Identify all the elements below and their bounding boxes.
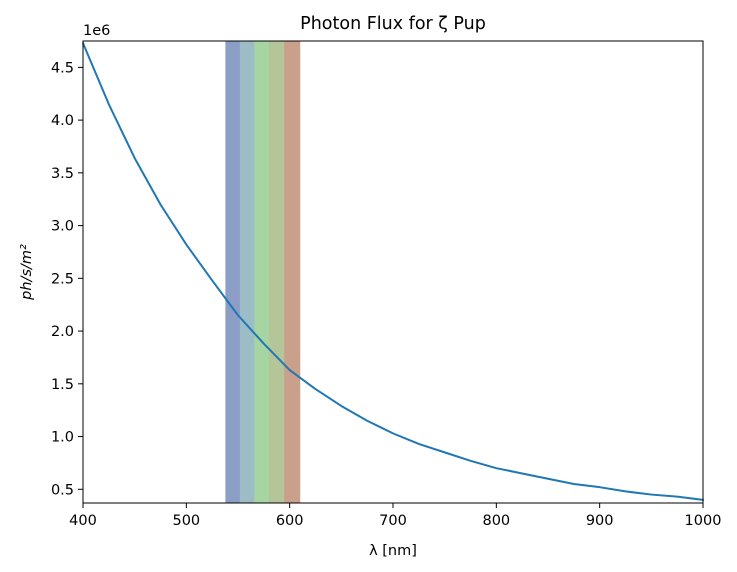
- wavelength-band-2: [239, 40, 255, 504]
- y-tick-label: 2.0: [51, 324, 74, 340]
- y-axis-offset-label: 1e6: [83, 23, 110, 39]
- y-tick-label: 4.5: [51, 60, 74, 76]
- y-tick-label: 4.0: [51, 113, 74, 129]
- x-tick-label: 500: [172, 513, 200, 529]
- x-tick-label: 400: [69, 513, 97, 529]
- x-tick-label: 600: [276, 513, 304, 529]
- y-axis-label: ph/s/m²: [19, 244, 35, 301]
- wavelength-band-4: [268, 40, 285, 504]
- flux-series-line-1: [82, 42, 704, 501]
- x-tick-label: 800: [482, 513, 510, 529]
- y-tick-label: 1.0: [51, 430, 74, 446]
- y-tick-label: 3.5: [51, 166, 74, 182]
- flux-line-layer: [82, 42, 704, 501]
- x-tick-label: 700: [379, 513, 407, 529]
- x-tick-label: 900: [586, 513, 614, 529]
- chart-title: Photon Flux for ζ Pup: [300, 14, 486, 34]
- y-tick-label: 1.5: [51, 377, 74, 393]
- wavelength-bands: [225, 40, 301, 504]
- wavelength-band-5: [284, 40, 301, 504]
- y-tick-label: 2.5: [51, 271, 74, 287]
- x-axis-ticks: 400 500 600 700 800 900 1000: [69, 503, 721, 529]
- y-tick-label: 0.5: [51, 482, 74, 498]
- x-axis-label: λ [nm]: [369, 543, 417, 559]
- x-tick-label: 1000: [685, 513, 722, 529]
- y-tick-label: 3.0: [51, 219, 74, 235]
- wavelength-band-1: [225, 40, 241, 504]
- wavelength-band-3: [254, 40, 270, 504]
- y-axis-ticks: 0.5 1.0 1.5 2.0 2.5 3.0 3.5 4.0 4.5: [51, 60, 83, 498]
